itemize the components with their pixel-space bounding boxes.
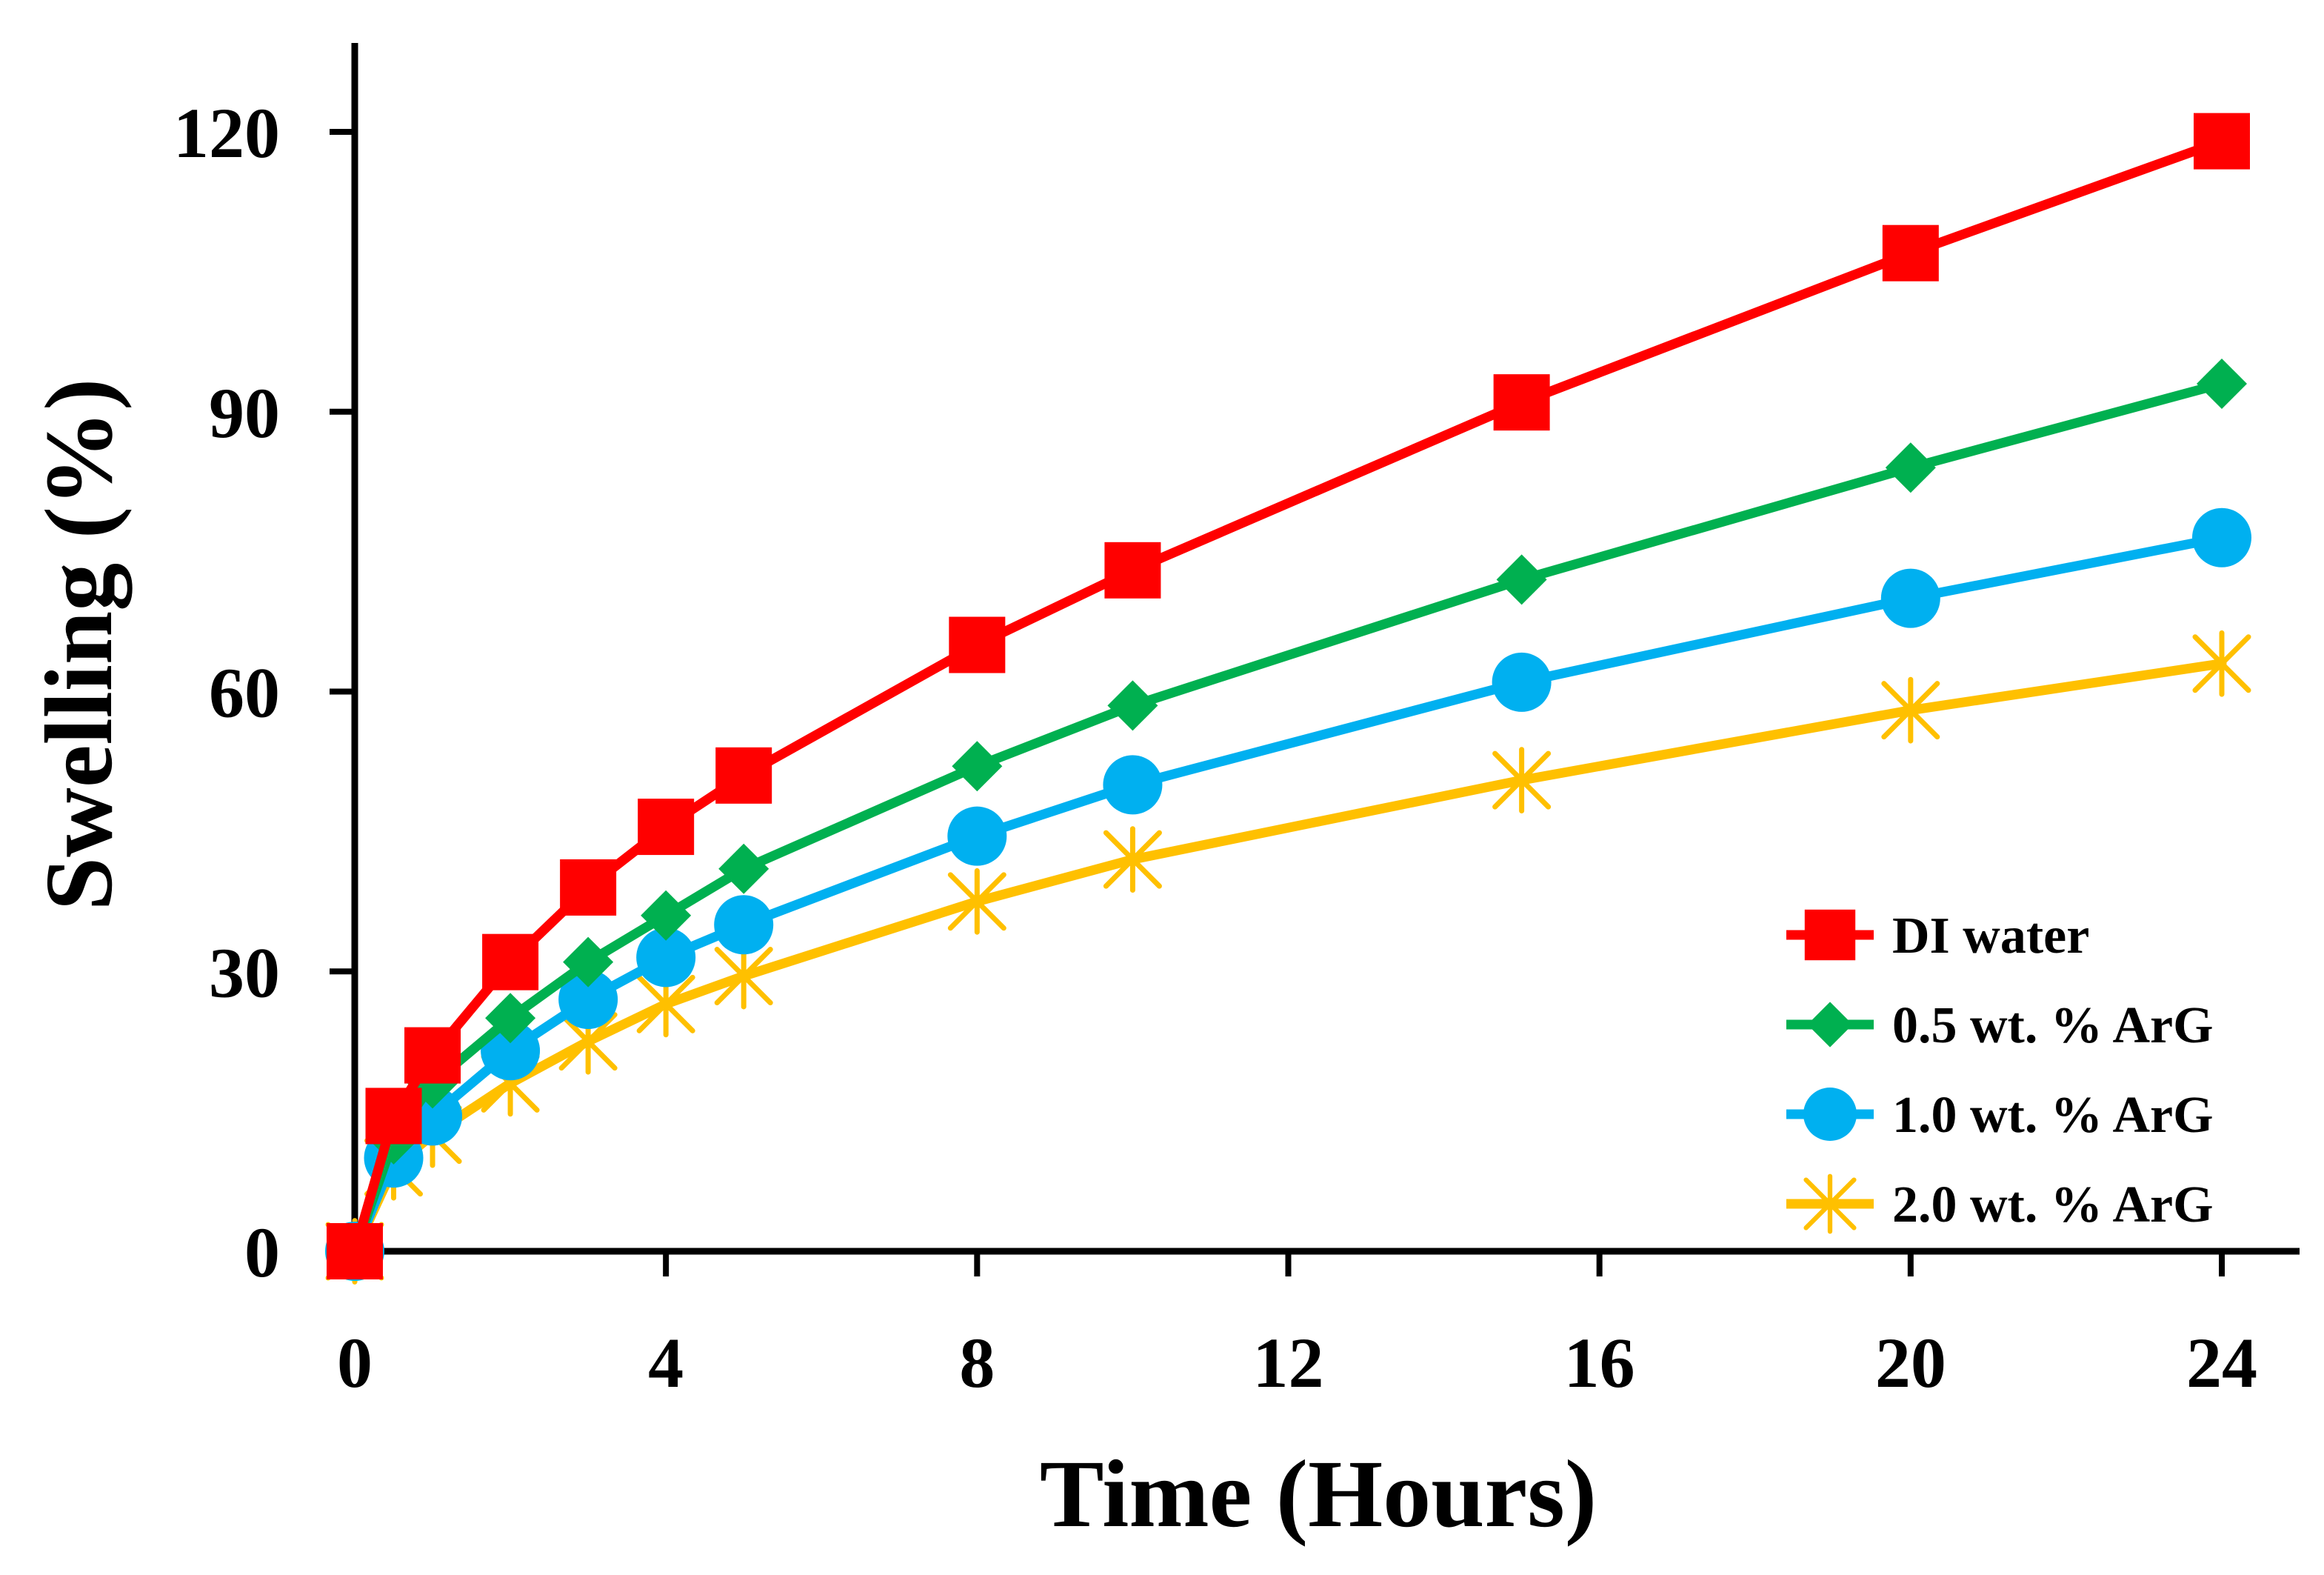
data-point-asterisk (1803, 1173, 1857, 1234)
legend-item: DI water (1786, 908, 2089, 965)
data-point-square (1104, 542, 1161, 599)
data-point-square (365, 1088, 422, 1145)
legend-label: 0.5 wt. % ArG (1892, 997, 2214, 1054)
y-tick-label: 120 (173, 93, 280, 173)
data-point-diamond (1885, 442, 1936, 493)
x-tick-label: 16 (1564, 1323, 1635, 1402)
y-tick-label: 30 (209, 933, 280, 1012)
x-tick-label: 20 (1875, 1323, 1946, 1402)
x-tick-label: 24 (2186, 1323, 2257, 1402)
y-tick-label: 90 (209, 373, 280, 453)
data-point-asterisk (1881, 676, 1940, 744)
series-line (350, 136, 2227, 1256)
data-point-asterisk (947, 868, 1006, 935)
data-point-square (1882, 224, 1939, 282)
x-tick-label: 8 (959, 1323, 995, 1402)
data-point-square (560, 859, 617, 916)
series-di-water (327, 113, 2250, 1279)
data-point-asterisk (1103, 826, 1162, 893)
data-point-square (638, 799, 695, 856)
data-point-asterisk (2192, 630, 2251, 697)
y-axis-title: Swelling (%) (26, 379, 133, 911)
series-line (350, 533, 2227, 1256)
x-tick-label: 0 (337, 1323, 373, 1402)
data-point-diamond (641, 890, 692, 941)
data-point-diamond (718, 843, 769, 894)
x-axis-title: Time (Hours) (1040, 1441, 1597, 1548)
data-point-square (1804, 909, 1856, 961)
data-point-diamond (563, 936, 614, 988)
data-point-square (2194, 113, 2250, 170)
x-tick-label: 12 (1253, 1323, 1324, 1402)
data-point-circle (1492, 652, 1552, 712)
legend-label: 1.0 wt. % ArG (1892, 1087, 2214, 1144)
axes: 0 4 8 12 16 20 24 0 30 60 90 120 (173, 43, 2300, 1402)
data-point-square (404, 1027, 461, 1084)
data-point-circle (558, 970, 618, 1030)
data-point-circle (2192, 507, 2251, 567)
y-tick-label: 60 (209, 653, 280, 733)
data-point-asterisk (1492, 747, 1552, 814)
data-point-diamond (485, 993, 536, 1044)
data-point-diamond (1496, 554, 1547, 605)
data-point-square (715, 747, 772, 804)
data-point-circle (714, 895, 774, 955)
y-tick-label: 0 (244, 1213, 280, 1292)
data-point-circle (947, 806, 1007, 866)
data-point-diamond (952, 741, 1003, 792)
legend-label: 2.0 wt. % ArG (1892, 1176, 2214, 1233)
data-point-circle (1803, 1088, 1857, 1141)
legend-item: 2.0 wt. % ArG (1786, 1173, 2214, 1234)
data-point-square (482, 933, 539, 990)
data-point-diamond (1807, 1002, 1853, 1048)
legend-item: 0.5 wt. % ArG (1786, 997, 2214, 1054)
data-point-circle (636, 928, 696, 988)
data-point-circle (1880, 568, 1940, 628)
series-group (325, 113, 2251, 1285)
data-point-square (1493, 374, 1550, 431)
data-point-asterisk (714, 942, 773, 1010)
data-point-diamond (2197, 358, 2247, 409)
data-point-square (327, 1223, 383, 1279)
data-point-diamond (1107, 680, 1158, 731)
x-tick-label: 4 (648, 1323, 684, 1402)
legend-label: DI water (1892, 908, 2089, 965)
legend-item: 1.0 wt. % ArG (1786, 1087, 2214, 1144)
legend: DI water 0.5 wt. % ArG 1.0 wt. % ArG 2.0 wt… (1786, 908, 2214, 1234)
data-point-circle (1103, 755, 1163, 815)
data-point-square (949, 616, 1006, 673)
